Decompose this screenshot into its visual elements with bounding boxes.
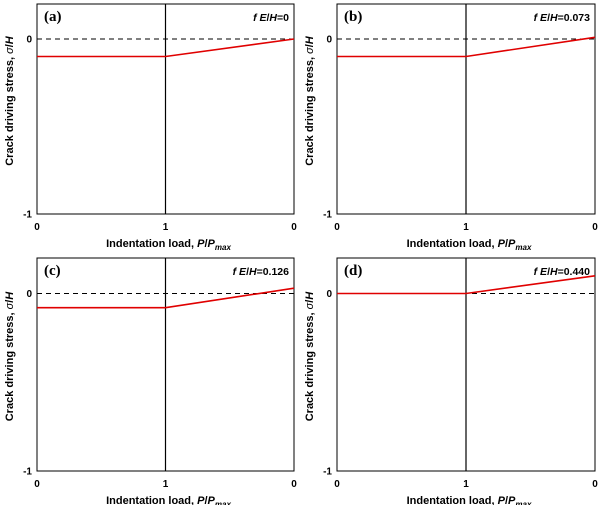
y-tick-label: 0 [326,289,332,300]
x-tick-label: 1 [163,222,169,233]
x-tick-label: 0 [592,479,598,490]
y-tick-label: -1 [323,210,332,221]
x-axis-title: Indentation load, P/Pmax [407,495,532,505]
y-tick-label: -1 [23,467,32,478]
x-axis-title: Indentation load, P/Pmax [106,495,231,505]
parameter-label: f E/H=0.440 [534,266,591,278]
parameter-label: f E/H=0.073 [534,12,591,24]
series-line [337,36,596,58]
y-tick-label: 0 [26,35,32,46]
y-axis-title: Crack driving stress, σ/H [4,291,16,422]
x-axis-title: Indentation load, P/Pmax [106,238,231,252]
panel-label: (a) [44,9,62,25]
x-tick-label: 0 [291,479,297,490]
y-axis-title: Crack driving stress, σ/H [4,35,16,166]
x-tick-label: 1 [463,479,469,490]
y-axis-title: Crack driving stress, σ/H [304,35,316,166]
y-axis-title: Crack driving stress, σ/H [304,291,316,422]
y-tick-label: -1 [23,210,32,221]
x-tick-label: 0 [291,222,297,233]
series-line [37,38,295,58]
x-tick-label: 0 [334,222,340,233]
x-tick-label: 0 [34,479,40,490]
y-tick-label: -1 [323,467,332,478]
series-line [37,287,295,309]
x-tick-label: 0 [592,222,598,233]
x-tick-label: 1 [163,479,169,490]
panel-label: (c) [44,263,61,279]
x-tick-label: 1 [463,222,469,233]
x-axis-title: Indentation load, P/Pmax [407,238,532,252]
parameter-label: f E/H=0.126 [233,266,290,278]
panel-label: (d) [344,263,362,279]
y-tick-label: 0 [326,35,332,46]
y-tick-label: 0 [26,289,32,300]
x-tick-label: 0 [334,479,340,490]
x-tick-label: 0 [34,222,40,233]
panel-label: (b) [344,9,362,25]
series-line [337,275,596,295]
parameter-label: f E/H=0 [253,12,289,24]
